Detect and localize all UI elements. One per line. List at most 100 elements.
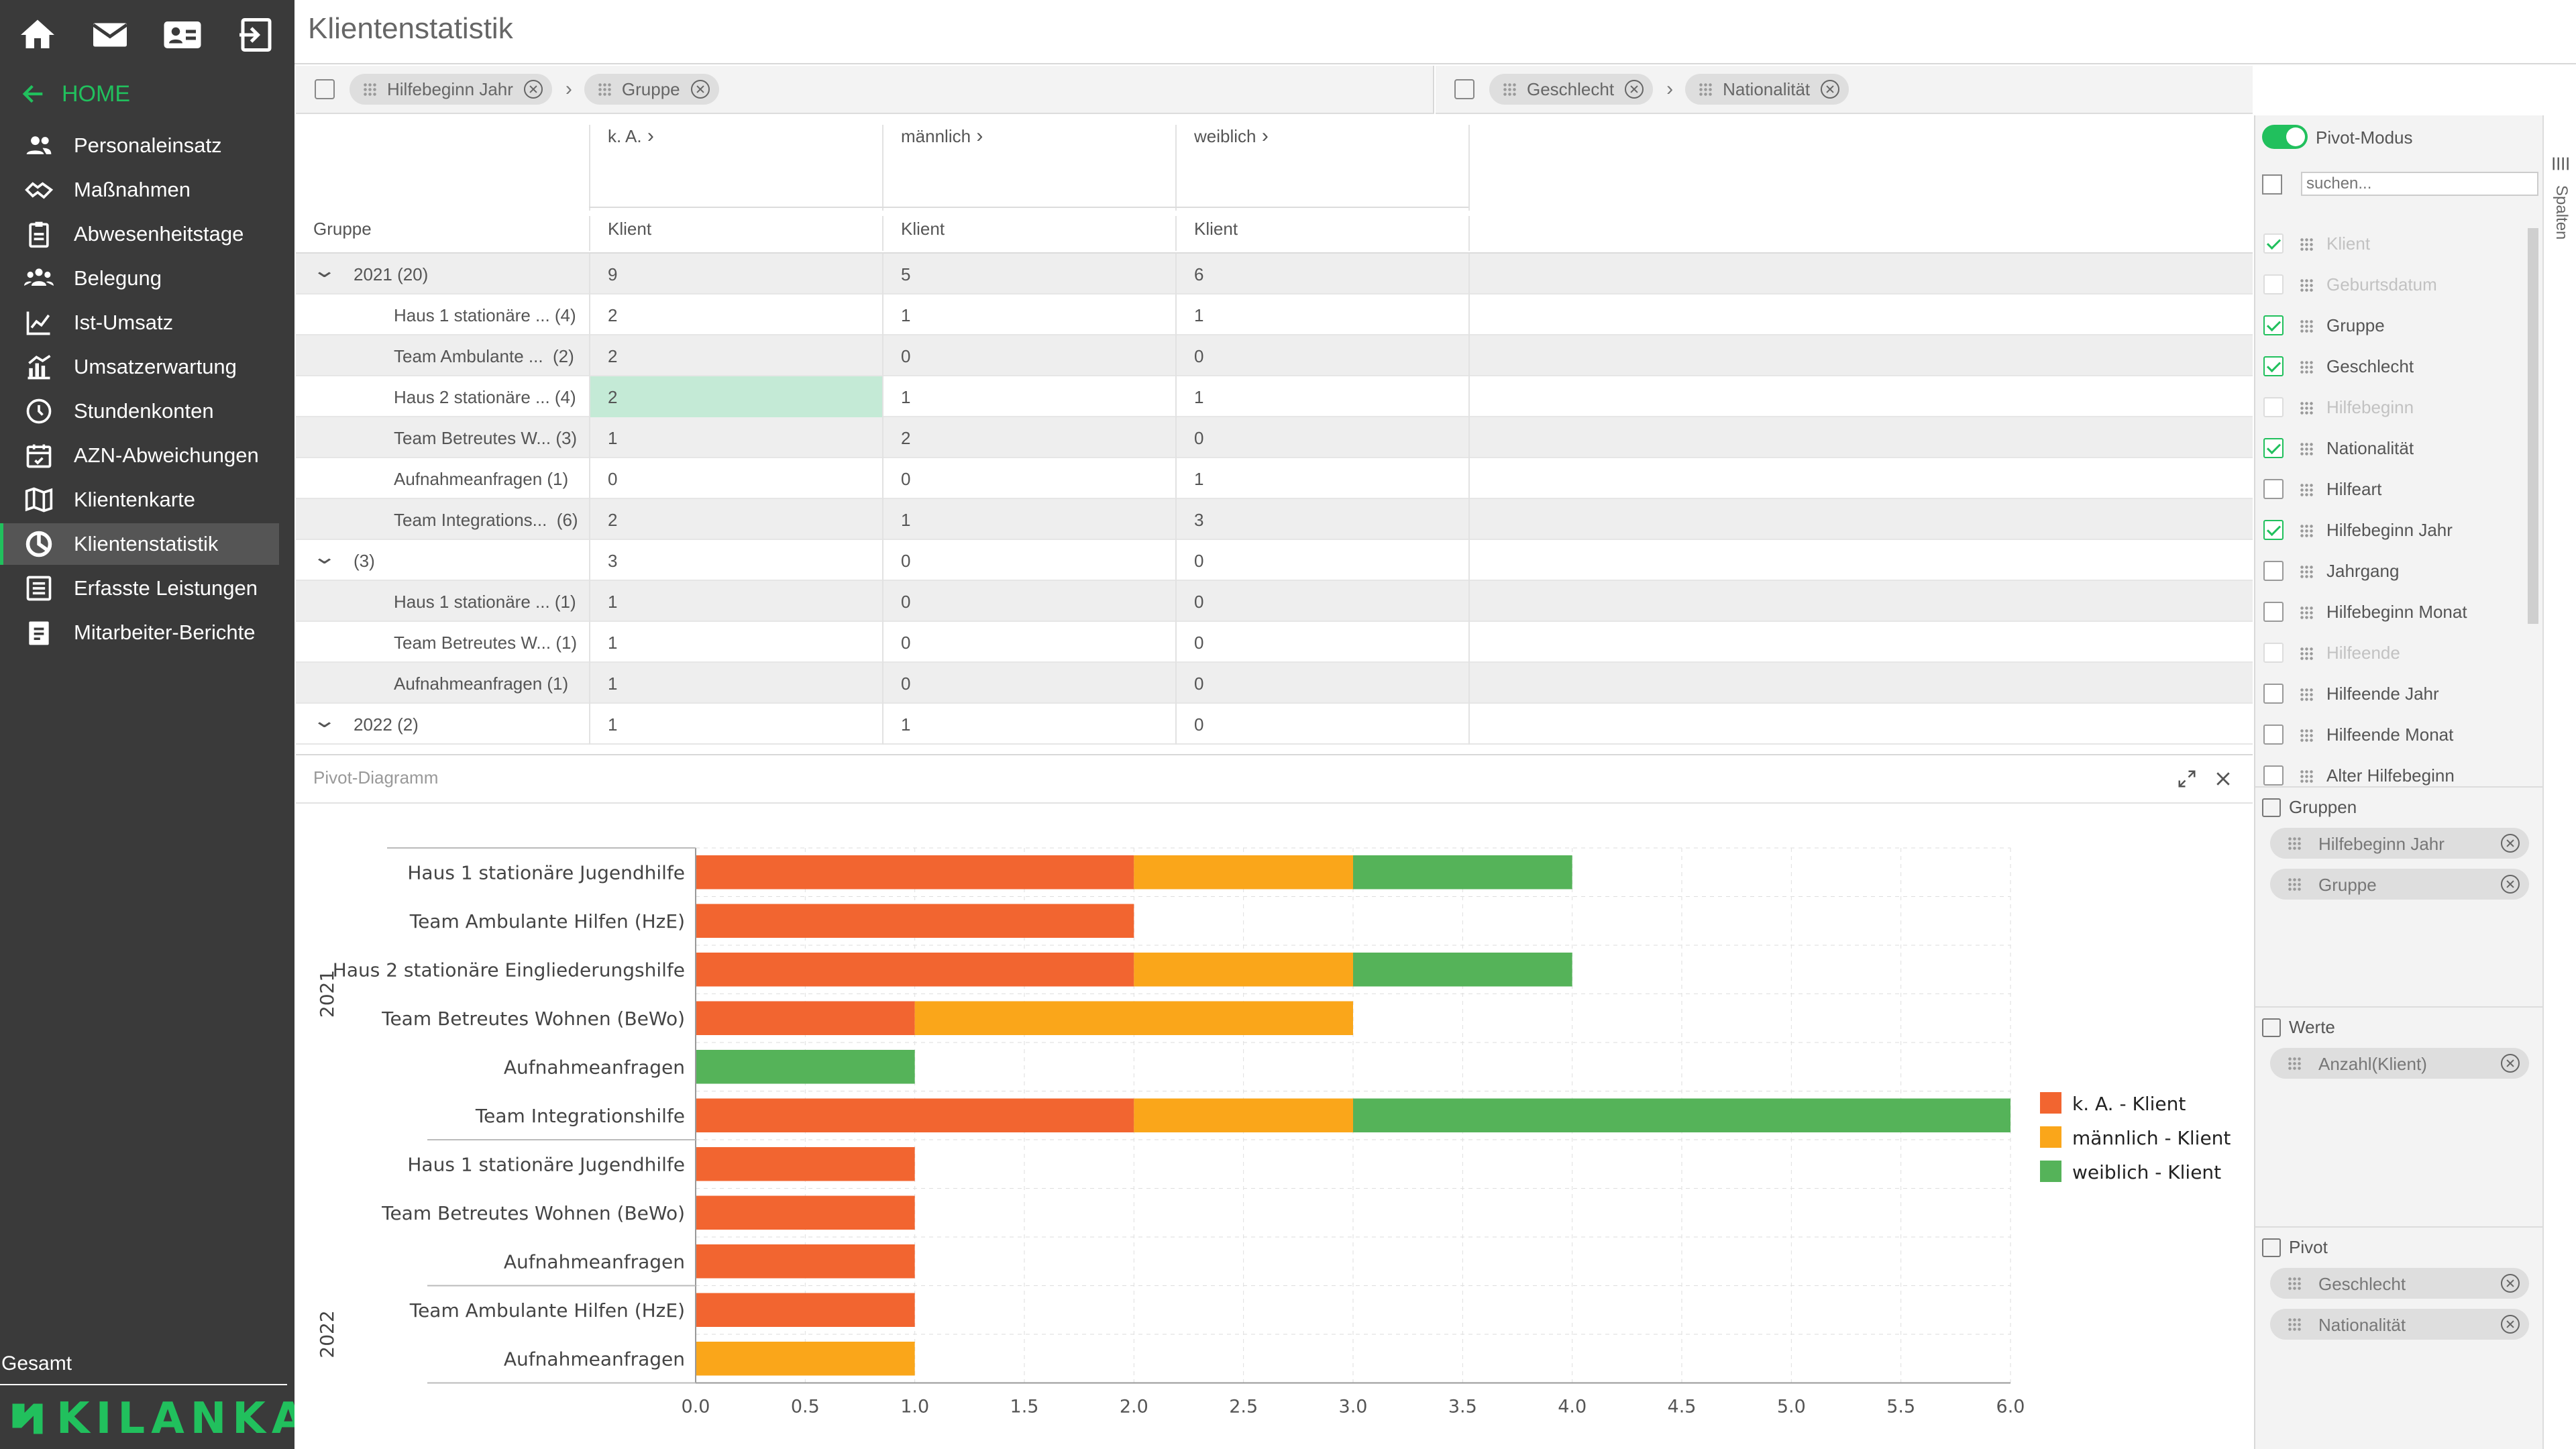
table-row[interactable]: Team Betreutes W... (1) 1 0 0 bbox=[296, 622, 2253, 663]
drag-handle-icon[interactable] bbox=[1503, 83, 1517, 96]
close-icon[interactable] bbox=[2213, 769, 2233, 789]
bar-segment[interactable] bbox=[696, 1147, 915, 1181]
bar-segment[interactable] bbox=[696, 1050, 915, 1084]
field-checkbox[interactable] bbox=[2263, 315, 2284, 335]
mail-icon[interactable] bbox=[90, 15, 130, 55]
table-row[interactable]: Team Betreutes W... (3) 1 2 0 bbox=[296, 417, 2253, 458]
drag-handle-icon[interactable] bbox=[2300, 442, 2314, 455]
remove-chip-icon[interactable] bbox=[2501, 834, 2520, 853]
column-field[interactable]: Gruppe bbox=[2255, 305, 2524, 345]
bar-segment[interactable] bbox=[696, 1244, 915, 1279]
remove-chip-icon[interactable] bbox=[2501, 1315, 2520, 1334]
column-group-header[interactable]: weiblich › bbox=[1194, 125, 1269, 148]
remove-chip-icon[interactable] bbox=[2501, 1274, 2520, 1293]
drag-handle-icon[interactable] bbox=[363, 83, 378, 96]
column-header[interactable]: Klient bbox=[1194, 219, 1238, 239]
expand-icon[interactable] bbox=[2177, 769, 2197, 789]
sidebar-item-erfasste-leistungen[interactable]: Erfasste Leistungen bbox=[0, 568, 279, 609]
bar-segment[interactable] bbox=[696, 1001, 915, 1036]
field-checkbox[interactable] bbox=[2263, 520, 2284, 540]
field-list-scrollbar[interactable] bbox=[2528, 228, 2538, 624]
bar-segment[interactable] bbox=[1353, 855, 1572, 890]
sidebar-item-belegung[interactable]: Belegung bbox=[0, 258, 279, 299]
column-field[interactable]: Geschlecht bbox=[2255, 345, 2524, 386]
remove-chip-icon[interactable] bbox=[2501, 875, 2520, 894]
drag-handle-icon[interactable] bbox=[2300, 769, 2314, 783]
chevron-right-icon[interactable]: › bbox=[971, 125, 983, 147]
field-checkbox[interactable] bbox=[2263, 602, 2284, 622]
sidebar-item-ist-umsatz[interactable]: Ist-Umsatz bbox=[0, 302, 279, 343]
group-chip[interactable]: Gruppe bbox=[584, 74, 719, 105]
drag-handle-icon[interactable] bbox=[2300, 360, 2314, 374]
table-row[interactable]: Team Integrations... (6) 2 1 3 bbox=[296, 499, 2253, 540]
sidebar-item-abwesenheitstage[interactable]: Abwesenheitstage bbox=[0, 213, 279, 255]
column-group-header[interactable]: k. A. › bbox=[608, 125, 654, 148]
table-row[interactable]: Haus 1 stationäre ... (1) 1 0 0 bbox=[296, 581, 2253, 622]
section-chip[interactable]: Nationalität bbox=[2270, 1309, 2529, 1340]
table-row[interactable]: ⌄ (3) 3 0 0 bbox=[296, 540, 2253, 581]
column-field[interactable]: Hilfebeginn Jahr bbox=[2255, 509, 2524, 550]
table-row[interactable]: Haus 1 stationäre ... (4) 2 1 1 bbox=[296, 294, 2253, 335]
table-row[interactable]: Aufnahmeanfragen (1) 0 0 1 bbox=[296, 458, 2253, 499]
drag-handle-icon[interactable] bbox=[597, 83, 612, 96]
bar-segment[interactable] bbox=[1353, 1098, 2010, 1133]
bar-segment[interactable] bbox=[1134, 953, 1353, 987]
contact-card-icon[interactable] bbox=[162, 15, 203, 55]
section-chip[interactable]: Hilfebeginn Jahr bbox=[2270, 828, 2529, 859]
pivot-mode-toggle[interactable] bbox=[2262, 125, 2308, 149]
column-field[interactable]: Jahrgang bbox=[2255, 550, 2524, 591]
group-chip[interactable]: Nationalität bbox=[1685, 74, 1849, 105]
field-checkbox[interactable] bbox=[2263, 479, 2284, 499]
remove-chip-icon[interactable] bbox=[690, 80, 710, 99]
column-field[interactable]: Hilfeende bbox=[2255, 632, 2524, 673]
column-field[interactable]: Hilfeende Jahr bbox=[2255, 673, 2524, 714]
drag-handle-icon[interactable] bbox=[2300, 688, 2314, 701]
chevron-right-icon[interactable]: › bbox=[641, 125, 654, 147]
tool-panel-section-gruppen[interactable]: Gruppen Hilfebeginn Jahr Gruppe bbox=[2255, 786, 2544, 1001]
group-chip[interactable]: Hilfebeginn Jahr bbox=[350, 74, 552, 105]
remove-chip-icon[interactable] bbox=[523, 80, 543, 99]
column-field[interactable]: Alter Hilfebeginn bbox=[2255, 755, 2524, 796]
remove-chip-icon[interactable] bbox=[1821, 80, 1840, 99]
column-field[interactable]: Hilfebeginn bbox=[2255, 386, 2524, 427]
drag-handle-icon[interactable] bbox=[2300, 483, 2314, 496]
drag-handle-icon[interactable] bbox=[2300, 647, 2314, 660]
drag-handle-icon[interactable] bbox=[2288, 1057, 2302, 1070]
field-checkbox[interactable] bbox=[2263, 438, 2284, 458]
drag-handle-icon[interactable] bbox=[2288, 837, 2302, 850]
drag-handle-icon[interactable] bbox=[2288, 1277, 2302, 1290]
drag-handle-icon[interactable] bbox=[2288, 1318, 2302, 1331]
chevron-down-icon[interactable]: ⌄ bbox=[311, 710, 337, 732]
bar-segment[interactable] bbox=[696, 1293, 915, 1328]
column-header[interactable]: Klient bbox=[608, 219, 652, 239]
column-field[interactable]: Geburtsdatum bbox=[2255, 264, 2524, 305]
column-search-input[interactable] bbox=[2301, 172, 2538, 196]
field-checkbox[interactable] bbox=[2263, 724, 2284, 745]
sidebar-item-personaleinsatz[interactable]: Personaleinsatz bbox=[0, 125, 279, 166]
bar-segment[interactable] bbox=[1353, 953, 1572, 987]
column-group-header[interactable]: männlich › bbox=[901, 125, 983, 148]
column-field[interactable]: Hilfeende Monat bbox=[2255, 714, 2524, 755]
field-checkbox[interactable] bbox=[2263, 643, 2284, 663]
column-pivot-zone[interactable]: Geschlecht › Nationalität bbox=[1436, 66, 2253, 114]
chevron-down-icon[interactable]: ⌄ bbox=[311, 546, 337, 568]
logout-icon[interactable] bbox=[236, 15, 276, 55]
drag-handle-icon[interactable] bbox=[2300, 401, 2314, 415]
field-checkbox[interactable] bbox=[2263, 684, 2284, 704]
field-checkbox[interactable] bbox=[2263, 274, 2284, 294]
bar-segment[interactable] bbox=[696, 1098, 1134, 1133]
field-checkbox[interactable] bbox=[2263, 356, 2284, 376]
field-checkbox[interactable] bbox=[2263, 765, 2284, 786]
drag-handle-icon[interactable] bbox=[1699, 83, 1714, 96]
group-chip[interactable]: Geschlecht bbox=[1489, 74, 1654, 105]
row-group-zone[interactable]: Hilfebeginn Jahr › Gruppe bbox=[296, 66, 1434, 114]
table-row[interactable]: ⌄ 2021 (20) 9 5 6 bbox=[296, 254, 2253, 294]
drag-handle-icon[interactable] bbox=[2300, 565, 2314, 578]
chevron-down-icon[interactable]: ⌄ bbox=[311, 260, 337, 282]
tool-panel-section-werte[interactable]: Werte Anzahl(Klient) bbox=[2255, 1006, 2544, 1221]
drag-handle-icon[interactable] bbox=[2300, 319, 2314, 333]
bar-segment[interactable] bbox=[696, 1195, 915, 1230]
column-field[interactable]: Hilfeart bbox=[2255, 468, 2524, 509]
table-row[interactable]: Aufnahmeanfragen (1) 1 0 0 bbox=[296, 663, 2253, 704]
drag-handle-icon[interactable] bbox=[2300, 237, 2314, 251]
